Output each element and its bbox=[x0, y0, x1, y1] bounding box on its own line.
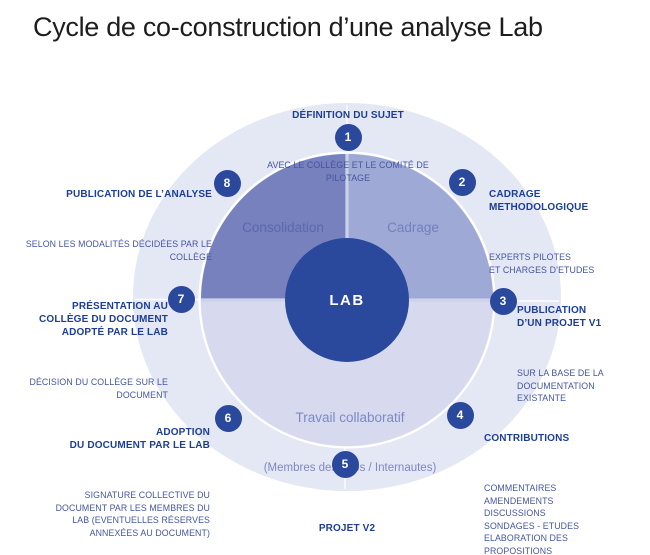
step-6-adoption-du-document: ADOPTION DU DOCUMENT PAR LE LAB SIGNATUR… bbox=[56, 390, 210, 555]
step-1-badge: 1 bbox=[334, 123, 362, 151]
step-7-presentation-au-college: PRÉSENTATION AU COLLÈGE DU DOCUMENT ADOP… bbox=[30, 264, 169, 437]
step-1-subtitle: AVEC LE COLLÈGE ET LE COMITÉ DE PILOTAGE bbox=[267, 160, 429, 183]
step-6-badge: 6 bbox=[214, 404, 242, 432]
step-4-subtitle: COMMENTAIRES AMENDEMENTS DISCUSSIONS SON… bbox=[484, 483, 580, 555]
step-7-badge: 7 bbox=[167, 285, 195, 313]
step-2-cadrage-methodologique: CADRAGE METHODOLOGIQUE EXPERTS PILOTES E… bbox=[489, 152, 594, 312]
collaboration-half bbox=[201, 300, 493, 446]
page-title: Cycle de co-construction d’une analyse L… bbox=[33, 12, 543, 42]
step-2-subtitle: EXPERTS PILOTES ET CHARGES D’ETUDES bbox=[489, 252, 595, 275]
cadrage-label: Cadrage bbox=[387, 220, 439, 235]
step-3-badge: 3 bbox=[489, 287, 517, 315]
step-1-title: DÉFINITION DU SUJET bbox=[292, 110, 404, 121]
step-5-badge: 5 bbox=[331, 450, 359, 478]
step-6-subtitle: SIGNATURE COLLECTIVE DU DOCUMENT PAR LES… bbox=[55, 490, 210, 538]
lab-center-label: LAB bbox=[329, 292, 365, 309]
step-4-contributions: CONTRIBUTIONS COMMENTAIRES AMENDEMENTS D… bbox=[484, 396, 579, 555]
step-5-projet-v2: PROJET V2 SYNTHESE DES APPORTS ISSUS DES… bbox=[264, 486, 431, 555]
step-5-title: PROJET V2 bbox=[318, 523, 376, 534]
step-8-publication-de-l-analyse: PUBLICATION DE L’ANALYSE SELON LES MODAL… bbox=[26, 152, 212, 299]
step-3-subtitle: SUR LA BASE DE LA DOCUMENTATION EXISTANT… bbox=[517, 368, 604, 404]
step-8-title: PUBLICATION DE L’ANALYSE bbox=[66, 189, 212, 200]
consolidation-label: Consolidation bbox=[242, 220, 324, 235]
step-8-subtitle: SELON LES MODALITÉS DÉCIDÉES PAR LE COLL… bbox=[25, 239, 212, 262]
collaboration-label-line1: Travail collaboratif bbox=[295, 410, 405, 425]
step-8-badge: 8 bbox=[213, 169, 241, 197]
step-7-subtitle: DÉCISION DU COLLÈGE SUR LE DOCUMENT bbox=[29, 377, 168, 400]
step-2-title: CADRAGE METHODOLOGIQUE bbox=[489, 189, 589, 213]
step-7-title: PRÉSENTATION AU COLLÈGE DU DOCUMENT ADOP… bbox=[39, 301, 168, 338]
lab-center-circle bbox=[285, 238, 409, 362]
step-4-title: CONTRIBUTIONS bbox=[484, 433, 570, 444]
step-3-publication-projet-v1: PUBLICATION D’UN PROJET V1 SUR LA BASE D… bbox=[517, 268, 604, 441]
step-1-definition-du-sujet: DÉFINITION DU SUJET AVEC LE COLLÈGE ET L… bbox=[267, 73, 429, 220]
step-4-badge: 4 bbox=[446, 401, 474, 429]
step-2-badge: 2 bbox=[448, 168, 476, 196]
step-6-title: ADOPTION DU DOCUMENT PAR LE LAB bbox=[69, 427, 210, 451]
step-3-title: PUBLICATION D’UN PROJET V1 bbox=[517, 305, 602, 329]
